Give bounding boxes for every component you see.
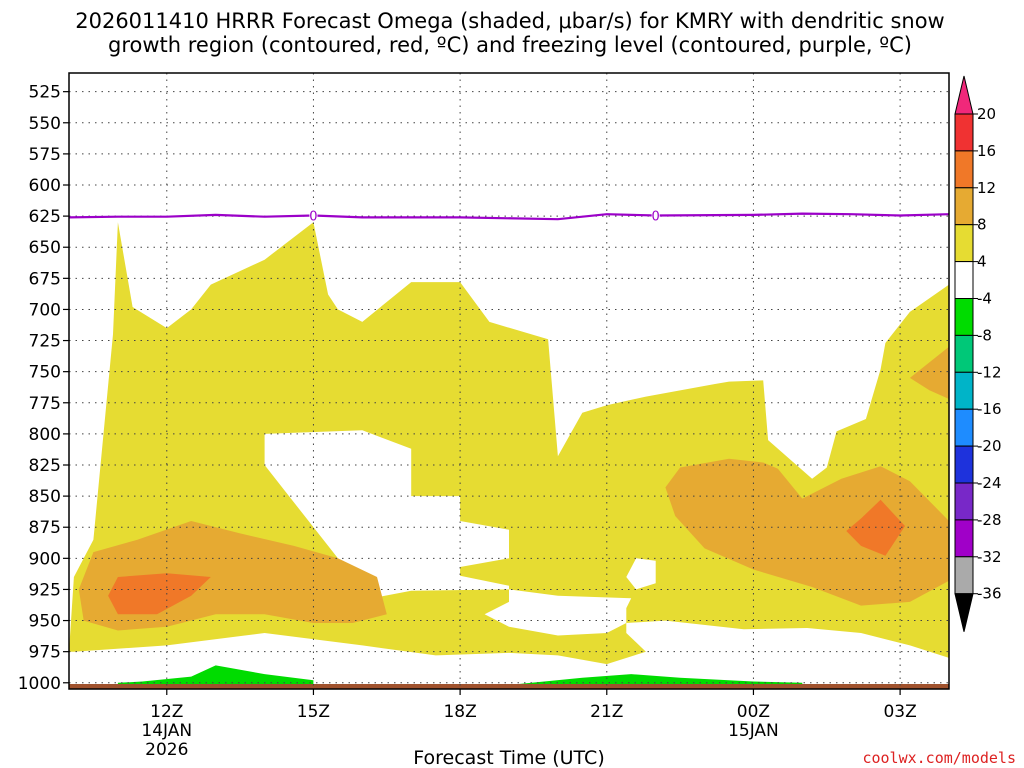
- plot-area: [69, 222, 949, 689]
- colorbar-label: -12: [977, 363, 1002, 381]
- y-tick-label: 700: [29, 300, 61, 320]
- colorbar-top-arrow: [954, 75, 974, 115]
- chart-title-line1: 2026011410 HRRR Forecast Omega (shaded, …: [75, 9, 945, 33]
- colorbar-bottom-arrow: [954, 593, 974, 632]
- freezing-label-bg: [309, 208, 318, 223]
- chart-title-line2: growth region (contoured, red, ºC) and f…: [108, 33, 912, 57]
- omega-region-9: [117, 665, 314, 686]
- colorbar-label: 4: [977, 253, 987, 271]
- colorbar-box: [954, 113, 974, 152]
- colorbar-label: -32: [977, 548, 1002, 566]
- y-tick-label: 650: [29, 238, 61, 258]
- y-tick-label: 625: [29, 207, 61, 227]
- y-tick-label: 725: [29, 332, 61, 352]
- x-tick-label: 18Z: [443, 702, 476, 722]
- colorbar-label: -4: [977, 290, 992, 308]
- colorbar-box: [954, 261, 974, 300]
- freezing-level-label: 0: [309, 209, 317, 224]
- terrain-strip: [69, 684, 949, 689]
- y-tick-label: 900: [29, 549, 61, 569]
- x-tick-date: 14JAN: [141, 721, 192, 741]
- colorbar-box: [954, 187, 974, 226]
- colorbar-label: -20: [977, 437, 1002, 455]
- omega-region-10: [518, 674, 803, 686]
- colorbar-box: [954, 371, 974, 410]
- axes: 525 550 575 600 625 650 675 700 725 750 775 800 825 8…: [18, 83, 917, 760]
- colorbar-label: 12: [977, 179, 996, 197]
- y-tick-label: 925: [29, 580, 61, 600]
- freezing-level-label: 0: [652, 209, 660, 224]
- freezing-label-bg: [651, 208, 660, 223]
- x-tick-label: 00Z: [737, 702, 770, 722]
- colorbar-label: -28: [977, 511, 1002, 529]
- omega-region-5: [665, 458, 949, 606]
- y-tick-label: 775: [29, 394, 61, 414]
- y-tick-label: 550: [29, 114, 61, 134]
- x-tick-date: 15JAN: [728, 721, 779, 741]
- x-tick-year: 2026: [145, 740, 188, 760]
- colorbar-label: 16: [977, 142, 996, 160]
- colorbar-box: [954, 445, 974, 484]
- credit-text: coolwx.com/models: [862, 749, 1016, 767]
- colorbar-label: 20: [977, 105, 996, 123]
- colorbar-box: [954, 224, 974, 263]
- y-tick-label: 675: [29, 269, 61, 289]
- x-tick-label: 15Z: [297, 702, 330, 722]
- y-tick-label: 950: [29, 612, 61, 632]
- freezing-level-line: [68, 212, 950, 221]
- colorbar-box: [954, 298, 974, 336]
- colorbar-box: [954, 408, 974, 447]
- colorbar-label: -8: [977, 326, 992, 344]
- omega-region-2: [484, 589, 632, 636]
- colorbar-box: [954, 150, 974, 189]
- y-tick-label: 850: [29, 487, 61, 507]
- omega-region-7: [108, 573, 211, 615]
- y-tick-label: 600: [29, 176, 61, 196]
- colorbar-box: [954, 556, 974, 595]
- colorbar-label: -16: [977, 400, 1002, 418]
- colorbar-box: [954, 482, 974, 521]
- colorbar-box: [954, 519, 974, 558]
- colorbar-legend: 20 16 12 8 4 -4 -8 -12 -16 -20 -24 -28 -32 -36: [954, 75, 1002, 632]
- x-tick-label: 12Z: [150, 702, 183, 722]
- y-tick-label: 1000: [18, 674, 61, 694]
- colorbar-label: -36: [977, 585, 1002, 603]
- x-axis-title: Forecast Time (UTC): [413, 747, 604, 768]
- omega-region-8: [846, 499, 905, 556]
- y-tick-label: 875: [29, 518, 61, 538]
- y-tick-label: 800: [29, 425, 61, 445]
- omega-region-6: [909, 346, 949, 399]
- colorbar-label: -24: [977, 474, 1002, 492]
- x-tick-label: 21Z: [590, 702, 623, 722]
- omega-region-1: [264, 430, 509, 599]
- y-tick-label: 975: [29, 643, 61, 663]
- y-tick-label: 525: [29, 83, 61, 103]
- y-tick-label: 825: [29, 456, 61, 476]
- plot-frame: [68, 72, 950, 690]
- y-tick-label: 750: [29, 363, 61, 383]
- y-tick-label: 575: [29, 145, 61, 165]
- x-tick-label: 03Z: [883, 702, 916, 722]
- omega-region-3: [626, 558, 656, 590]
- colorbar-box: [954, 334, 974, 373]
- colorbar-label: 8: [977, 216, 987, 234]
